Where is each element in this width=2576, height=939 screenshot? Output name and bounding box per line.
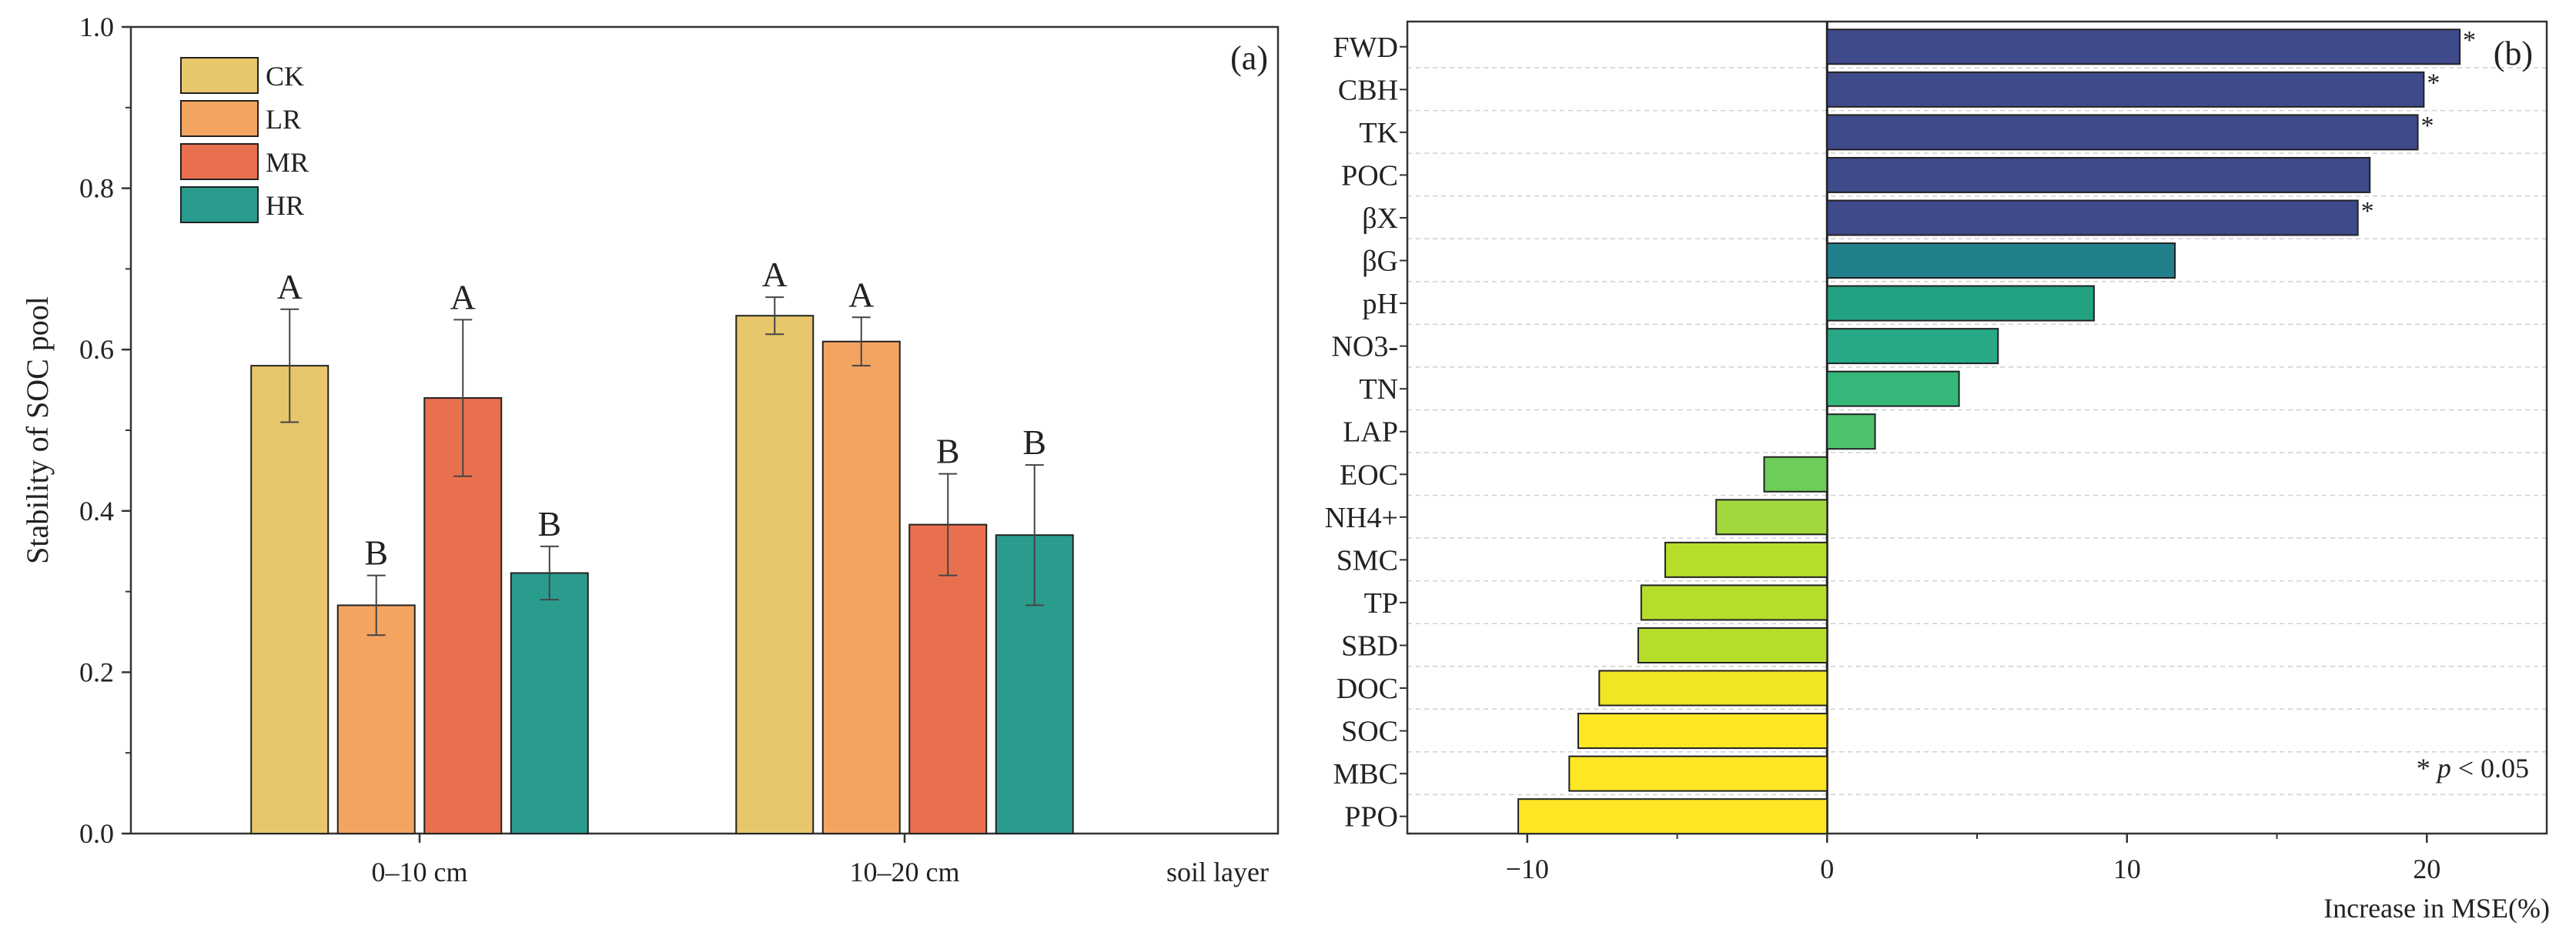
legend-swatch (180, 100, 259, 137)
significance-letter: B (936, 432, 960, 471)
feature-label: SBD (1341, 630, 1398, 662)
feature-label: SMC (1337, 544, 1398, 576)
significance-star: * (2361, 197, 2374, 226)
legend-swatch (180, 143, 259, 180)
feature-label: TK (1359, 117, 1398, 149)
panel-b-importance-chart: FWD * CBH * TK * POC βX * βG pH NO3- TN LAP EOC NH4+ SMC… (1325, 20, 2550, 924)
legend-label: HR (266, 190, 304, 221)
panel-label-a: (a) (1230, 39, 1268, 77)
legend-swatch (180, 57, 259, 94)
y-tick-label-a: 0.0 (79, 818, 114, 849)
significance-star: * (2421, 112, 2434, 140)
feature-label: pH (1363, 288, 1398, 320)
feature-label: MBC (1333, 758, 1398, 790)
legend-label: CK (266, 61, 304, 92)
x-tick-label-a: 0–10 cm (372, 857, 468, 887)
legend-label: MR (266, 147, 309, 178)
importance-bar (1664, 541, 1828, 578)
significance-star: * (2463, 26, 2476, 55)
importance-bar (1826, 28, 2461, 65)
y-tick-label-a: 0.4 (79, 496, 114, 526)
p-note-star: * (2417, 753, 2437, 784)
importance-bar (1826, 370, 1960, 407)
significance-letter: B (537, 504, 561, 543)
p-note-threshold: < 0.05 (2451, 753, 2529, 784)
importance-bar (1826, 242, 2176, 279)
panel-label-b: (b) (2494, 35, 2533, 72)
x-axis-title-a: soil layer (1166, 857, 1269, 887)
bar-lr (336, 604, 416, 835)
significance-letter: B (1022, 423, 1046, 462)
importance-bar (1826, 285, 2095, 322)
significance-star: * (2427, 69, 2440, 97)
importance-bar (1577, 713, 1828, 750)
feature-label: NH4+ (1325, 502, 1398, 534)
feature-label: βG (1362, 246, 1398, 278)
y-tick-label-a: 0.6 (79, 334, 114, 365)
significance-letter: B (364, 533, 388, 573)
bar-hr (510, 572, 589, 834)
importance-bar (1763, 456, 1828, 493)
importance-bar (1715, 499, 1828, 536)
bar-ck (735, 315, 815, 834)
y-tick-label-a: 0.8 (79, 173, 114, 204)
feature-label: βX (1362, 202, 1398, 235)
x-tick-label-b: 20 (2413, 854, 2441, 884)
legend-swatch (180, 186, 259, 223)
bar-lr (821, 340, 901, 835)
x-tick-label-b: 0 (1820, 854, 1834, 884)
feature-label: NO3- (1331, 331, 1398, 363)
feature-label: FWD (1333, 32, 1398, 64)
feature-label: SOC (1341, 716, 1398, 748)
importance-bar (1517, 798, 1828, 835)
feature-label: TP (1364, 587, 1398, 620)
bar-ck (250, 365, 330, 835)
x-tick-label-b: 10 (2113, 854, 2141, 884)
p-note-p: p (2435, 753, 2451, 784)
feature-label: CBH (1338, 74, 1398, 106)
y-tick-label-a: 1.0 (79, 12, 114, 42)
feature-label: EOC (1340, 459, 1398, 491)
importance-bar (1568, 755, 1828, 792)
significance-letter: A (762, 255, 788, 294)
importance-bar (1826, 114, 2419, 151)
feature-label: LAP (1343, 416, 1398, 449)
panel-a-bar-chart: 0.0 0.2 0.4 0.6 0.8 1.0 Stability of SOC pool 0… (20, 12, 1280, 887)
significance-letter: A (848, 275, 874, 314)
significance-letter: A (277, 267, 303, 306)
importance-bar (1598, 670, 1828, 707)
x-axis-title-b: Increase in MSE(%) (2323, 893, 2550, 924)
x-tick-label-a: 10–20 cm (850, 857, 960, 887)
importance-bar (1826, 328, 1999, 365)
y-tick-label-a: 0.2 (79, 657, 114, 687)
significance-letter: A (450, 277, 476, 316)
x-tick-label-b: −10 (1506, 854, 1549, 884)
importance-bar (1826, 156, 2371, 193)
feature-label: PPO (1344, 801, 1398, 834)
importance-bar (1826, 413, 1876, 450)
p-value-note: * p < 0.05 (2417, 753, 2529, 784)
importance-bar (1637, 627, 1828, 663)
y-axis-title-a: Stability of SOC pool (20, 296, 55, 564)
feature-label: DOC (1337, 673, 1398, 705)
legend-label: LR (266, 104, 301, 135)
feature-label: POC (1341, 159, 1398, 192)
importance-bar (1640, 584, 1828, 621)
feature-label: TN (1359, 373, 1398, 406)
importance-bar (1826, 71, 2425, 108)
importance-bar (1826, 199, 2359, 236)
